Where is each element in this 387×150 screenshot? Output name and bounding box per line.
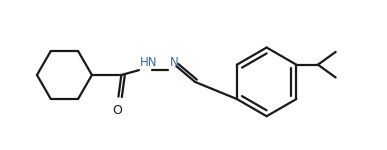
Text: O: O (113, 104, 122, 117)
Text: HN: HN (140, 56, 158, 69)
Text: N: N (170, 56, 178, 69)
